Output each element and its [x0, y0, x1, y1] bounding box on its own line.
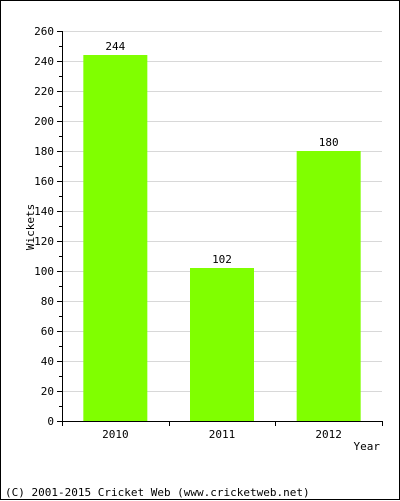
y-tick-label: 100: [34, 265, 54, 278]
data-label-2011: 102: [212, 253, 232, 266]
y-tick-label: 140: [34, 205, 54, 218]
y-tick-label: 220: [34, 85, 54, 98]
y-tick-label: 200: [34, 115, 54, 128]
y-tick-label: 40: [41, 355, 54, 368]
bars: [83, 55, 361, 421]
data-labels: 244 102 180: [105, 40, 338, 266]
y-tick-label: 240: [34, 55, 54, 68]
axes: [62, 31, 382, 422]
x-axis-ticks: 2010 2011 2012: [62, 421, 383, 441]
x-tick-label-2011: 2011: [209, 428, 236, 441]
x-tick-label-2012: 2012: [315, 428, 342, 441]
y-tick-label: 180: [34, 145, 54, 158]
data-label-2010: 244: [105, 40, 125, 53]
copyright-footer: (C) 2001-2015 Cricket Web (www.cricketwe…: [5, 486, 310, 499]
y-tick-label: 20: [41, 385, 54, 398]
data-label-2012: 180: [319, 136, 339, 149]
bar-2012: [296, 151, 361, 421]
y-axis-ticks: 0 20 40 60 80 100 120 140 160 180 200 220 240 260: [34, 25, 62, 428]
y-tick-label: 60: [41, 325, 54, 338]
y-tick-label: 260: [34, 25, 54, 38]
x-tick-label-2010: 2010: [102, 428, 129, 441]
y-tick-label: 80: [41, 295, 54, 308]
x-axis-title: Year: [354, 440, 381, 453]
bar-2010: [83, 55, 148, 421]
bar-2011: [190, 268, 254, 421]
y-tick-label: 160: [34, 175, 54, 188]
y-tick-label: 120: [34, 235, 54, 248]
y-tick-label: 0: [47, 415, 54, 428]
y-axis-title: Wickets: [24, 204, 37, 250]
